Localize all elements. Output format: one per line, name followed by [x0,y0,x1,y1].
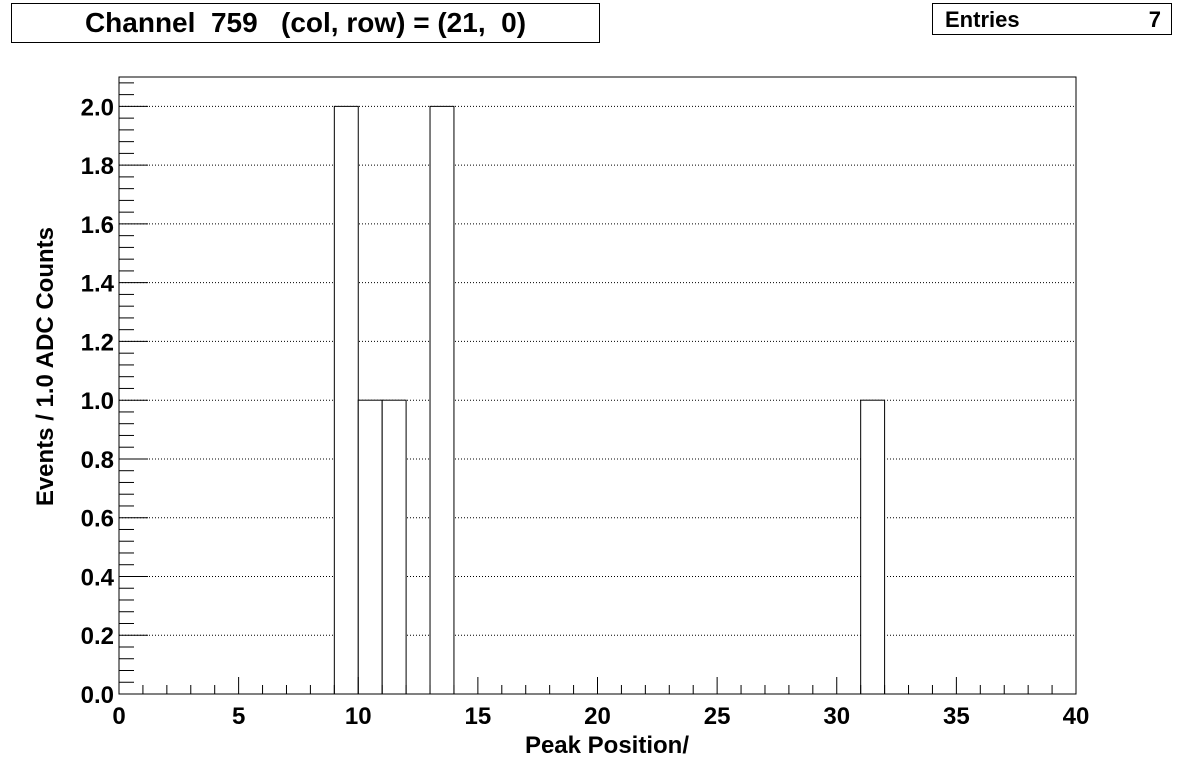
stats-box: Entries 7 [932,3,1172,35]
stats-entries-value: 7 [1148,7,1161,32]
chart-title: Channel 759 (col, row) = (21, 0) [84,7,527,38]
y-tick-label: 0.2 [81,623,114,650]
histogram-bar [357,399,383,695]
grid-lines [119,105,1076,636]
y-tick-label: 0.0 [81,682,114,709]
y-tick-label: 0.4 [81,564,115,591]
y-axis-ticks: 0.0 0.2 0.4 0.6 0.8 1.0 1.2 1.4 1.6 1.8 2.0 [81,82,148,709]
y-tick-label: 1.2 [81,329,114,356]
plot-frame [118,76,1077,695]
y-tick-label: 1.8 [81,153,114,180]
y-tick-label: 0.8 [81,447,114,474]
x-axis-ticks: 0 5 10 15 20 25 30 35 40 [112,677,1089,730]
chart-title-box: Channel 759 (col, row) = (21, 0) [11,3,600,43]
y-tick-label: 2.0 [81,94,114,121]
x-tick-label: 40 [1063,703,1090,730]
y-tick-label: 1.0 [81,388,114,415]
x-tick-label: 5 [232,703,245,730]
histogram-bar [860,399,886,695]
x-tick-label: 30 [823,703,850,730]
y-tick-label: 1.4 [81,271,115,298]
x-tick-label: 0 [112,703,125,730]
x-axis-label: Peak Position/ [525,732,689,759]
x-tick-label: 25 [704,703,731,730]
x-tick-label: 20 [584,703,611,730]
histogram-bar [381,399,407,695]
histogram-bar [333,105,359,695]
histogram-bar [429,105,455,695]
y-tick-label: 0.6 [81,506,114,533]
x-tick-label: 15 [465,703,492,730]
x-tick-label: 10 [345,703,372,730]
x-tick-label: 35 [943,703,970,730]
y-axis-label: Events / 1.0 ADC Counts [32,227,59,506]
stats-entries-label: Entries [945,7,1020,32]
histogram-bars [333,105,886,695]
y-tick-label: 1.6 [81,212,114,239]
